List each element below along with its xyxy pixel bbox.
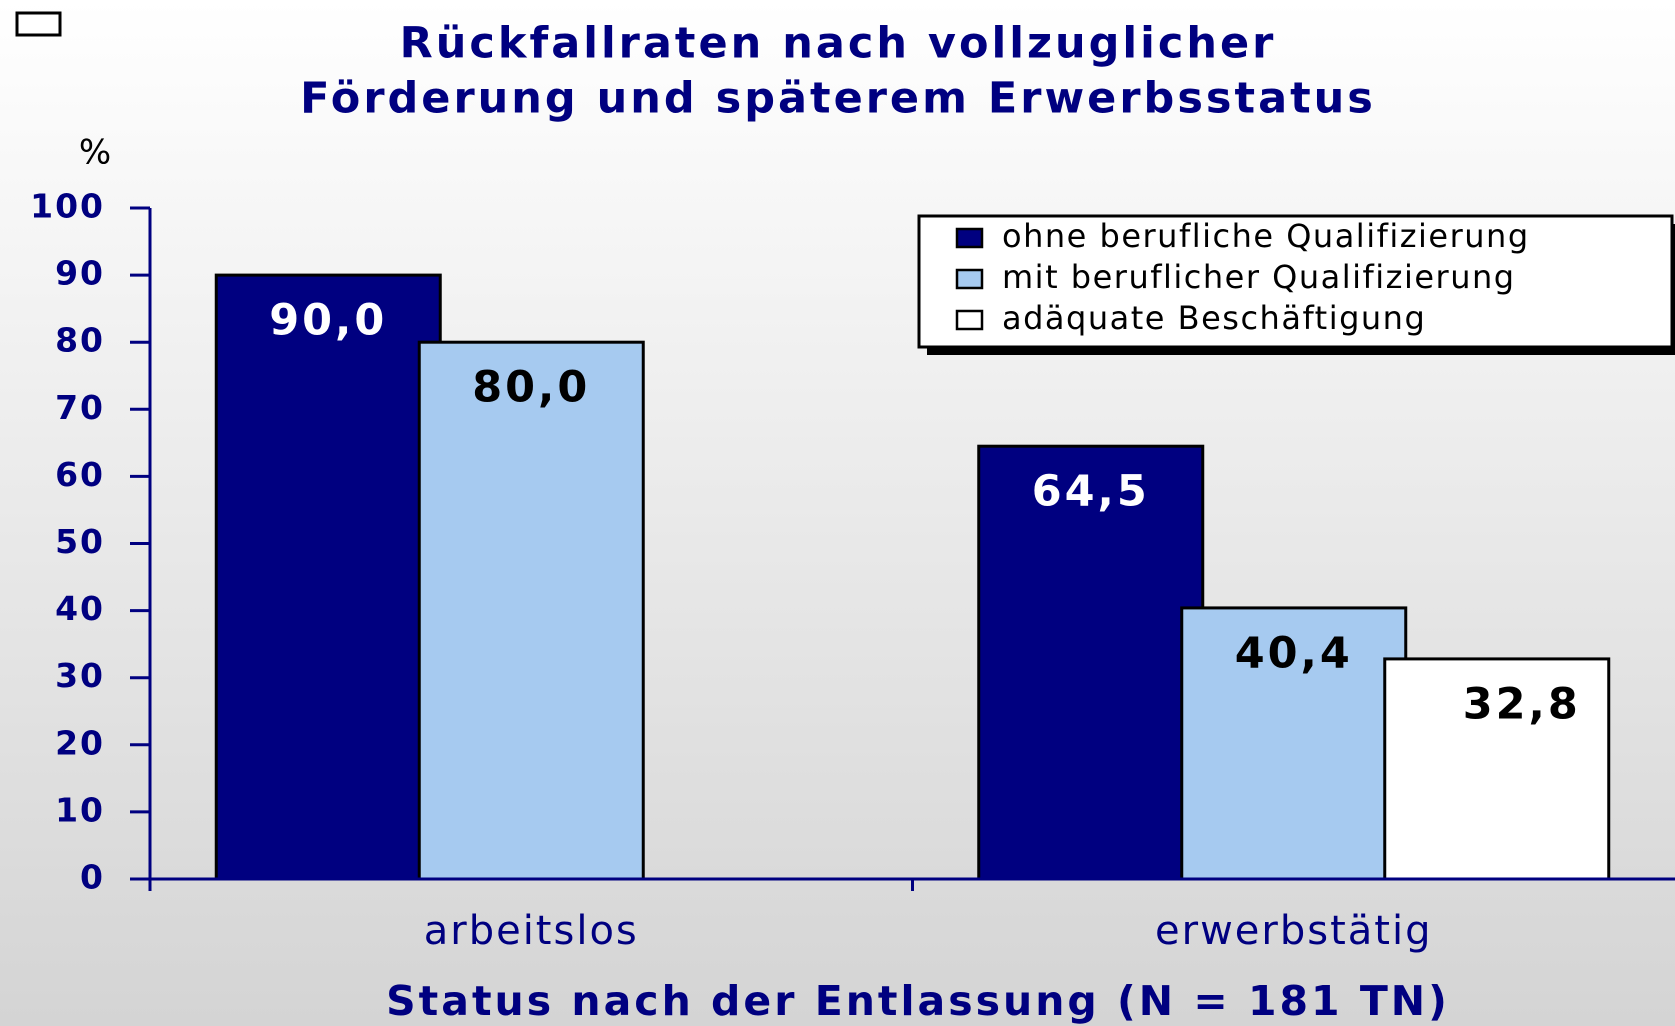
y-tick-label: 50 <box>55 522 105 561</box>
decor-square <box>15 11 62 37</box>
value-label: 32,8 <box>1463 679 1581 729</box>
value-label: 80,0 <box>472 363 590 413</box>
value-label: 90,0 <box>269 296 387 346</box>
y-tick-label: 100 <box>30 187 105 226</box>
chart-title: Rückfallraten nach vollzuglicher <box>400 19 1277 69</box>
legend-swatch <box>955 309 984 331</box>
bar <box>977 444 1205 881</box>
value-label: 40,4 <box>1235 628 1353 678</box>
x-tick-label: arbeitslos <box>424 908 639 954</box>
legend-swatch <box>955 227 984 249</box>
bar <box>1383 657 1611 881</box>
y-tick-label: 10 <box>55 790 105 829</box>
chart-title: Förderung und späterem Erwerbsstatus <box>300 74 1376 124</box>
y-tick-label: 40 <box>55 589 105 628</box>
x-tick-label: erwerbstätig <box>1155 908 1432 954</box>
y-unit: % <box>79 133 111 173</box>
legend-label: ohne berufliche Qualifizierung <box>1002 217 1530 255</box>
y-tick-label: 30 <box>55 656 105 695</box>
legend-label: mit beruflicher Qualifizierung <box>1002 258 1516 296</box>
bar <box>417 340 645 881</box>
legend-box <box>917 214 1674 349</box>
y-tick-label: 80 <box>55 321 105 360</box>
legend-swatch <box>955 268 984 290</box>
legend-label: adäquate Beschäftigung <box>1002 299 1426 337</box>
x-axis-label: Status nach der Entlassung (N = 181 TN) <box>386 977 1450 1025</box>
bar <box>214 273 442 881</box>
value-label: 64,5 <box>1032 467 1150 517</box>
y-tick-label: 70 <box>55 388 105 427</box>
y-tick-label: 0 <box>80 858 105 897</box>
y-tick-label: 90 <box>55 254 105 293</box>
y-tick-label: 20 <box>55 723 105 762</box>
y-tick-label: 60 <box>55 455 105 494</box>
